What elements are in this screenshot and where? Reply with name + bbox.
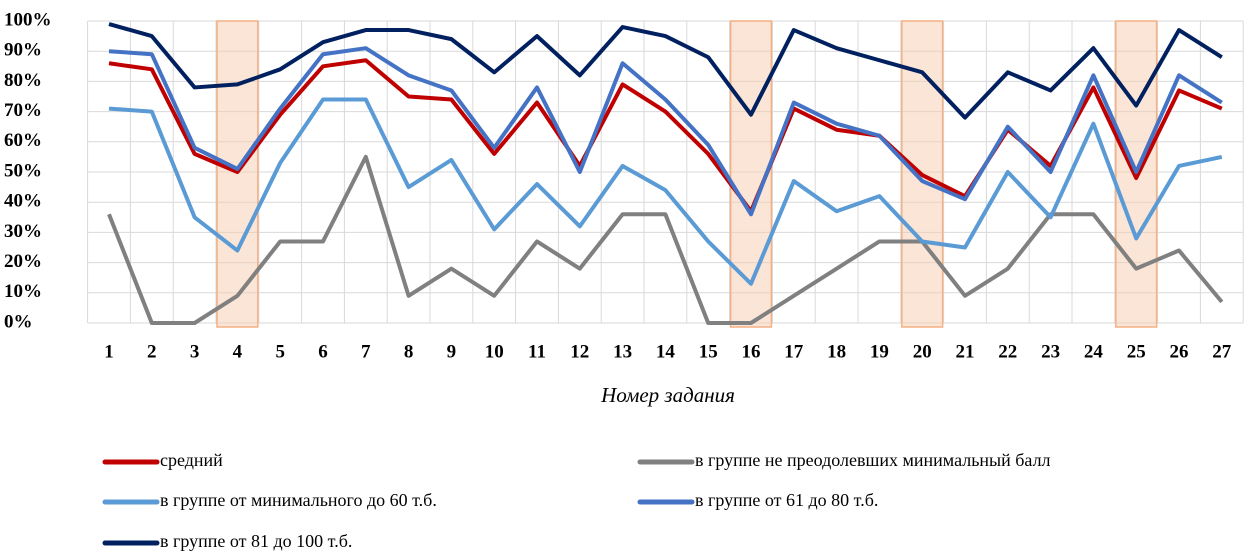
x-tick-label: 13: [613, 341, 632, 362]
x-tick-label: 19: [870, 341, 889, 362]
highlight-band: [216, 20, 259, 328]
x-tick-label: 20: [913, 341, 932, 362]
x-tick-label: 4: [233, 341, 243, 362]
series-line: [108, 58, 1223, 214]
y-tick-label: 100%: [4, 9, 52, 30]
y-tick-label: 90%: [4, 40, 42, 61]
x-tick-label: 11: [528, 341, 546, 362]
x-tick-label: 8: [404, 341, 414, 362]
x-tick-label: 3: [190, 341, 200, 362]
x-tick-label: 2: [147, 341, 157, 362]
y-tick-label: 30%: [4, 221, 42, 242]
x-tick-label: 21: [956, 341, 975, 362]
x-tick-label: 1: [104, 341, 114, 362]
y-tick-label: 40%: [4, 191, 42, 212]
x-tick-label: 16: [742, 341, 761, 362]
x-tick-label: 7: [361, 341, 371, 362]
y-tick-label: 70%: [4, 100, 42, 121]
x-tick-label: 12: [570, 341, 589, 362]
y-tick-label: 50%: [4, 160, 42, 181]
x-tick-label: 23: [1041, 341, 1060, 362]
legend-label: в группе не преодолевших минимальный бал…: [695, 450, 1051, 470]
y-tick-label: 60%: [4, 130, 42, 151]
legend-label: в группе от 81 до 100 т.б.: [160, 531, 352, 551]
x-tick-label: 9: [447, 341, 457, 362]
x-tick-label: 17: [784, 341, 804, 362]
x-tick-label: 24: [1084, 341, 1104, 362]
series-line: [107, 154, 1224, 325]
x-tick-label: 26: [1170, 341, 1189, 362]
x-tick-label: 18: [827, 341, 846, 362]
x-tick-label: 6: [318, 341, 328, 362]
legend-label: в группе от минимального до 60 т.б.: [160, 490, 437, 510]
series-line: [108, 46, 1223, 217]
x-tick-label: 10: [485, 341, 504, 362]
y-tick-label: 10%: [4, 281, 42, 302]
x-tick-label: 5: [275, 341, 285, 362]
legend-label: в группе от 61 до 80 т.б.: [695, 490, 878, 510]
x-tick-label: 27: [1212, 341, 1232, 362]
y-tick-label: 20%: [4, 251, 42, 272]
x-tick-label: 22: [998, 341, 1017, 362]
x-tick-label: 25: [1127, 341, 1146, 362]
legend-label: средний: [160, 450, 223, 470]
x-tick-label: 14: [656, 341, 676, 362]
series-line: [108, 97, 1223, 286]
x-axis-label: Номер задания: [600, 383, 735, 407]
series-line: [108, 22, 1223, 120]
y-tick-label: 80%: [4, 70, 42, 91]
y-tick-label: 0%: [4, 311, 33, 332]
x-tick-label: 15: [699, 341, 718, 362]
